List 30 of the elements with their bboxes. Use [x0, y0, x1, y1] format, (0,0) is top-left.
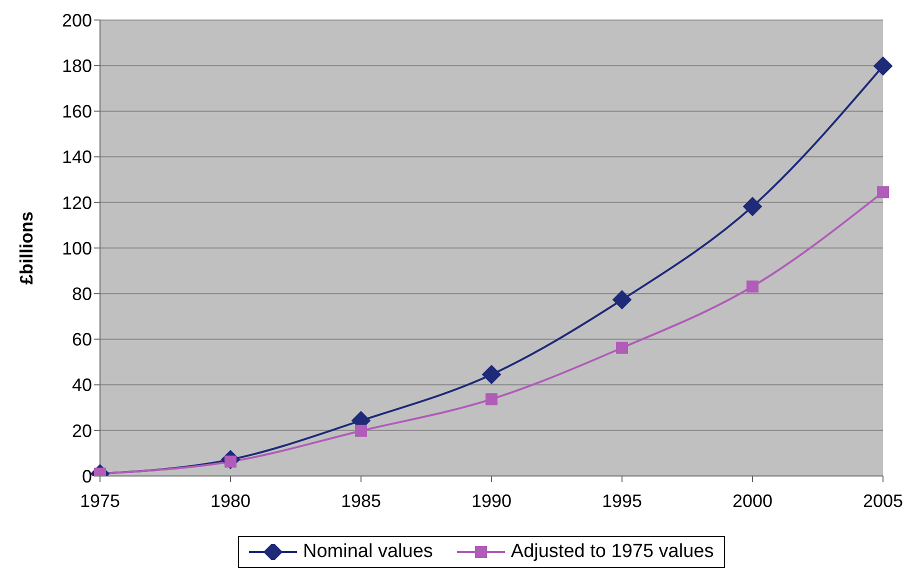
x-tick-label: 1975 [80, 490, 120, 511]
x-tick-label: 1985 [340, 490, 382, 511]
x-tick-label: 1990 [471, 490, 512, 511]
point [743, 197, 762, 216]
y-tick-label: 20 [72, 420, 92, 441]
legend-label: Nominal values [303, 541, 433, 563]
y-tick-label: 100 [62, 238, 92, 258]
y-tick-label: 80 [72, 284, 92, 304]
x-tick-label: 1980 [210, 490, 251, 511]
x-tick-label: 2005 [862, 490, 904, 511]
legend-label: Adjusted to 1975 values [510, 541, 714, 563]
point [616, 342, 628, 354]
point [746, 280, 758, 293]
x-tick-label: 1995 [602, 490, 642, 511]
y-tick-label: 160 [62, 102, 92, 122]
point [486, 393, 498, 406]
y-axis-title: £billions [16, 211, 36, 285]
y-tick-label: 140 [62, 147, 92, 168]
y-tick-label: 60 [72, 330, 92, 350]
point [355, 424, 367, 437]
y-tick-label: 200 [62, 10, 92, 30]
point [482, 365, 501, 384]
y-tick-label: 180 [62, 56, 92, 76]
y-tick-label: 40 [72, 375, 92, 396]
y-tick-label: 120 [62, 192, 92, 213]
y-tick-label: 0 [82, 466, 92, 486]
point [612, 290, 632, 310]
point [874, 56, 892, 76]
x-tick-label: 2000 [732, 490, 773, 511]
point [877, 186, 889, 198]
